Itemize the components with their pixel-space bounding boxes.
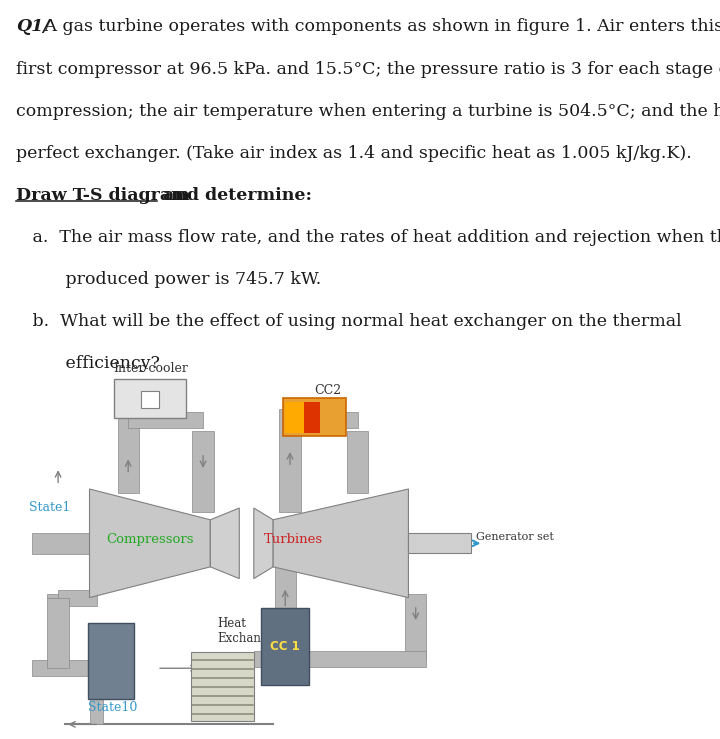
Bar <box>114 378 186 418</box>
Bar <box>32 533 89 554</box>
Bar <box>254 651 426 667</box>
Text: perfect exchanger. (Take air index as 1.4 and specific heat as 1.005 kJ/kg.K).: perfect exchanger. (Take air index as 1.… <box>16 145 691 162</box>
Text: Compressors: Compressors <box>107 533 194 546</box>
Text: Draw T-S diagram: Draw T-S diagram <box>16 187 189 204</box>
Text: a.  The air mass flow rate, and the rates of heat addition and rejection when th: a. The air mass flow rate, and the rates… <box>16 229 720 246</box>
Text: b.  What will be the effect of using normal heat exchanger on the thermal: b. What will be the effect of using norm… <box>16 313 681 330</box>
Bar <box>279 409 301 511</box>
Text: Turbines: Turbines <box>264 533 323 546</box>
Bar <box>191 652 254 721</box>
Text: Inter-cooler: Inter-cooler <box>114 362 189 375</box>
Polygon shape <box>273 489 408 598</box>
Text: CC 1: CC 1 <box>270 640 300 653</box>
Bar <box>408 533 472 554</box>
Bar <box>32 660 88 676</box>
Bar <box>290 412 358 428</box>
Bar <box>128 412 203 428</box>
Text: CC2: CC2 <box>314 384 341 397</box>
Text: Q1/: Q1/ <box>16 18 50 35</box>
Text: first compressor at 96.5 kPa. and 15.5°C; the pressure ratio is 3 for each stage: first compressor at 96.5 kPa. and 15.5°C… <box>16 61 720 78</box>
Bar <box>274 567 296 608</box>
Text: produced power is 745.7 kW.: produced power is 745.7 kW. <box>16 271 321 288</box>
Polygon shape <box>89 489 210 598</box>
Text: compression; the air temperature when entering a turbine is 504.5°C; and the hea: compression; the air temperature when en… <box>16 103 720 120</box>
Bar <box>283 398 346 437</box>
Bar <box>91 699 103 724</box>
Text: State1: State1 <box>29 500 71 514</box>
Bar <box>48 594 68 598</box>
Bar <box>347 431 369 493</box>
Text: and determine:: and determine: <box>156 187 312 204</box>
Bar <box>285 402 305 433</box>
Text: A gas turbine operates with components as shown in figure 1. Air enters this: A gas turbine operates with components a… <box>39 18 720 35</box>
Bar <box>192 431 214 511</box>
Bar <box>48 598 68 668</box>
Text: State10: State10 <box>88 701 138 714</box>
Bar <box>117 409 139 493</box>
Bar <box>88 623 135 699</box>
Bar <box>405 594 426 659</box>
Bar <box>141 391 158 407</box>
Bar <box>261 608 310 684</box>
Text: efficiency?: efficiency? <box>16 355 160 372</box>
Text: Generator set: Generator set <box>477 532 554 542</box>
Bar <box>58 590 96 605</box>
Polygon shape <box>254 508 273 579</box>
Bar <box>285 402 320 433</box>
Text: Heat
Exchanger: Heat Exchanger <box>217 617 282 644</box>
Polygon shape <box>210 508 239 579</box>
